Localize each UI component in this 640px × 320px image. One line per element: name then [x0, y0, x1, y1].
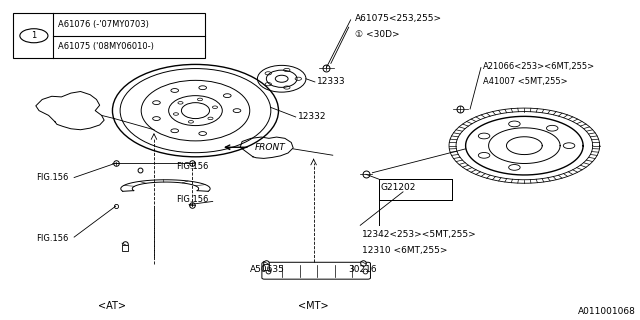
Text: A011001068: A011001068: [578, 307, 636, 316]
Text: FIG.156: FIG.156: [36, 173, 68, 182]
Text: 12333: 12333: [317, 77, 346, 86]
Text: FIG.156: FIG.156: [176, 195, 209, 204]
Text: 12332: 12332: [298, 113, 326, 122]
Text: A61075 ('08MY06010-): A61075 ('08MY06010-): [58, 42, 154, 52]
Text: <AT>: <AT>: [99, 301, 127, 311]
Text: 12342<253><5MT,255>: 12342<253><5MT,255>: [362, 230, 476, 239]
Text: <MT>: <MT>: [298, 301, 329, 311]
Bar: [13, 13, 205, 58]
FancyBboxPatch shape: [262, 262, 371, 279]
Text: A41007 <5MT,255>: A41007 <5MT,255>: [483, 77, 568, 86]
Text: 30216: 30216: [349, 265, 378, 275]
Text: FIG.156: FIG.156: [36, 234, 68, 243]
Bar: [379, 179, 452, 200]
Text: FIG.156: FIG.156: [176, 162, 209, 171]
Text: G21202: G21202: [381, 183, 416, 192]
Text: 1: 1: [31, 31, 36, 40]
Text: A21066<253><6MT,255>: A21066<253><6MT,255>: [483, 61, 595, 70]
Text: ① <30D>: ① <30D>: [355, 30, 400, 39]
Text: A61076 (-'07MY0703): A61076 (-'07MY0703): [58, 20, 149, 29]
Text: A61075<253,255>: A61075<253,255>: [355, 14, 442, 23]
Text: FRONT: FRONT: [255, 143, 285, 152]
Text: A50635: A50635: [250, 265, 285, 275]
Text: 12310 <6MT,255>: 12310 <6MT,255>: [362, 246, 447, 255]
